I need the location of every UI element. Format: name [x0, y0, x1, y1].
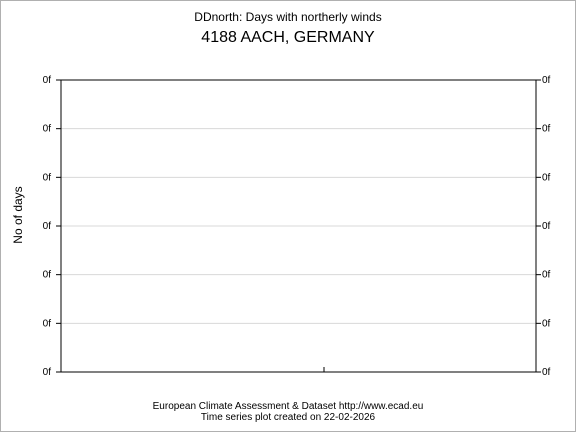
y-tick-label-left: 0f — [43, 367, 52, 378]
y-tick-label-left: 0f — [43, 124, 52, 135]
footer-created: Time series plot created on 22-02-2026 — [201, 412, 376, 423]
y-tick-label-right: 0f — [542, 124, 551, 135]
y-ticks-left: 0f 0f 0f 0f 0f 0f 0f — [43, 75, 61, 378]
y-tick-label-right: 0f — [542, 75, 551, 86]
y-tick-label-left: 0f — [43, 221, 52, 232]
gridlines — [61, 128, 536, 324]
y-tick-label-right: 0f — [542, 367, 551, 378]
chart-subtitle: 4188 AACH, GERMANY — [201, 29, 375, 46]
y-tick-label-right: 0f — [542, 318, 551, 329]
y-tick-label-right: 0f — [542, 270, 551, 281]
y-tick-label-right: 0f — [542, 221, 551, 232]
y-tick-label-left: 0f — [43, 318, 52, 329]
y-tick-label-left: 0f — [43, 75, 52, 86]
chart-title: DDnorth: Days with northerly winds — [194, 10, 381, 24]
y-tick-label-right: 0f — [542, 172, 551, 183]
y-tick-label-left: 0f — [43, 270, 52, 281]
y-axis-label: No of days — [11, 186, 25, 243]
footer-source: European Climate Assessment & Dataset ht… — [153, 401, 424, 412]
y-ticks-right: 0f 0f 0f 0f 0f 0f 0f — [536, 75, 551, 378]
y-tick-label-left: 0f — [43, 172, 52, 183]
